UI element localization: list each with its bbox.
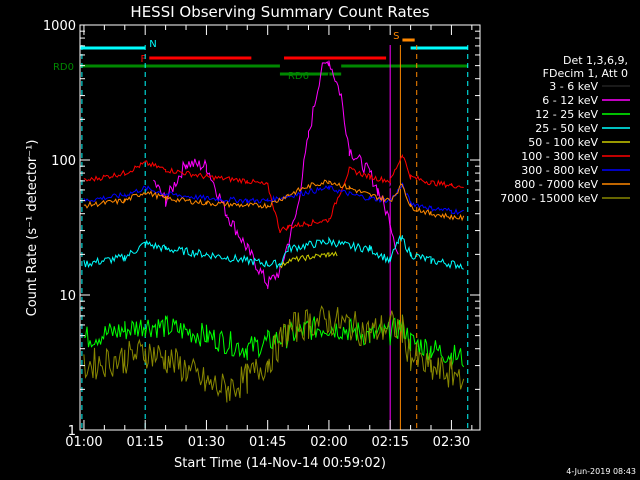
series-line-s6_12 bbox=[153, 60, 399, 289]
legend-label: 800 - 7000 keV bbox=[514, 178, 598, 191]
series-line-s7000_15000 bbox=[83, 305, 465, 403]
legend-label: 50 - 100 keV bbox=[528, 136, 598, 149]
legend-label: 300 - 800 keV bbox=[521, 164, 598, 177]
legend-label: 3 - 6 keV bbox=[549, 80, 598, 93]
legend-label: 25 - 50 keV bbox=[535, 122, 598, 135]
x-tick-label: 01:30 bbox=[188, 435, 225, 450]
status-bar-label: N bbox=[149, 39, 156, 50]
legend: Det 1,3,6,9, FDecim 1, Att 0 3 - 6 keV6 … bbox=[500, 54, 630, 205]
status-bar-label: RD0 bbox=[53, 62, 74, 73]
x-tick-label: 02:15 bbox=[371, 435, 408, 450]
plot-frame bbox=[79, 24, 481, 431]
x-tick-label: 02:30 bbox=[433, 435, 470, 450]
y-tick-label: 100 bbox=[51, 154, 76, 169]
x-tick-label: 02:00 bbox=[310, 435, 347, 450]
series-line-s25_50 bbox=[83, 235, 464, 270]
legend-label: 6 - 12 keV bbox=[542, 94, 598, 107]
x-axis-label: Start Time (14-Nov-14 00:59:02) bbox=[174, 456, 386, 471]
series-line-s50_100 bbox=[279, 251, 338, 269]
y-tick-label: 1000 bbox=[43, 19, 76, 34]
legend-label: 12 - 25 keV bbox=[535, 108, 598, 121]
status-bar-label: S bbox=[393, 31, 399, 42]
chart-title: HESSI Observing Summary Count Rates bbox=[130, 3, 429, 21]
series-line-s100_300 bbox=[83, 153, 464, 234]
legend-label: 7000 - 15000 keV bbox=[500, 192, 598, 205]
x-tick-label: 01:15 bbox=[126, 435, 163, 450]
legend-header-line-1: Det 1,3,6,9, bbox=[563, 54, 628, 67]
status-bar-label: F bbox=[141, 54, 147, 65]
series-line-s800_7000 bbox=[83, 179, 465, 222]
legend-header-line-2: FDecim 1, Att 0 bbox=[543, 67, 628, 80]
series-lines bbox=[83, 60, 465, 403]
y-axis-label: Count Rate (s⁻¹ detector⁻¹) bbox=[25, 140, 40, 317]
series-line-s3_6 bbox=[153, 72, 403, 266]
legend-label: 100 - 300 keV bbox=[521, 150, 598, 163]
y-tick-label: 10 bbox=[59, 289, 76, 304]
x-axis: 01:00 01:15 01:30 01:45 02:00 02:15 02:30 bbox=[65, 25, 473, 450]
status-bars: NF S RD0 RD6 bbox=[53, 31, 468, 82]
x-tick-label: 01:00 bbox=[65, 435, 102, 450]
status-bar-label: RD6 bbox=[288, 71, 309, 82]
generated-timestamp: 4-Jun-2019 08:43 bbox=[566, 467, 636, 476]
y-tick-label: 1 bbox=[68, 424, 76, 439]
x-tick-label: 01:45 bbox=[249, 435, 286, 450]
